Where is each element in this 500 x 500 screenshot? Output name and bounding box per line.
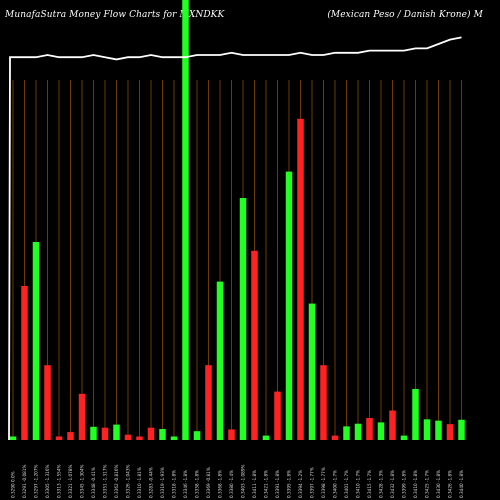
x-tick-label: 0.3415 -1.7%	[367, 470, 372, 498]
bar-33	[389, 410, 396, 440]
x-tick-label: 0.3410 -1.7%	[356, 470, 361, 498]
x-tick-label: 0.3345 -1.304%	[80, 465, 85, 498]
bar-0	[9, 436, 17, 440]
bar-12	[147, 427, 155, 440]
x-tick-label: 0.3410 -1.8%	[413, 470, 418, 498]
bar-22	[262, 435, 270, 440]
x-tick-label: 0.3319 -1.93%	[160, 467, 165, 498]
x-tick-label: 0.3391 -1.8%	[275, 470, 280, 498]
bar-6	[78, 393, 86, 440]
bar-1	[21, 286, 28, 440]
x-axis-labels: 0.3290 0.0% 0.3291 -0.081% 0.3297 -1.207% 0…	[11, 465, 465, 498]
x-tick-label: 0.3425 -1.7%	[425, 470, 430, 498]
bar-25	[297, 118, 304, 441]
bar-8	[101, 427, 109, 440]
x-tick-label: 0.3430 -1.8%	[436, 470, 441, 498]
x-tick-label: 0.3395 -1.8%	[287, 470, 292, 498]
bar-2	[32, 242, 40, 440]
bar-28	[331, 435, 339, 440]
bar-26	[308, 303, 316, 440]
bar-10	[124, 434, 132, 440]
x-tick-label: 0.3432 -1.8%	[390, 470, 395, 498]
bar-16	[193, 431, 201, 440]
x-tick-label: 0.3401 -1.7%	[344, 470, 349, 498]
x-tick-label: 0.3397 -1.77%	[310, 467, 315, 498]
bar-27	[320, 365, 327, 440]
bar-4	[55, 436, 63, 440]
x-tick-label: 0.3326 -1.043%	[126, 465, 131, 498]
x-tick-label: 0.3369 -0.81%	[206, 467, 211, 498]
x-tick-label: 0.3283 -0.44%	[149, 467, 154, 498]
bar-37	[435, 420, 442, 440]
x-tick-label: 0.3421 -1.8%	[264, 470, 269, 498]
bar-21	[251, 250, 258, 440]
bar-13	[159, 429, 166, 440]
bar-39	[458, 419, 465, 440]
x-tick-label: 0.3321 -1.078%	[68, 465, 73, 498]
x-tick-label: 0.3297 -1.207%	[34, 465, 39, 498]
x-tick-label: 0.3305 -1.316%	[45, 465, 50, 498]
bar-38	[446, 424, 454, 440]
x-tick-label: 0.3368 -1.8%	[218, 470, 223, 498]
bars	[9, 0, 465, 441]
bar-18	[216, 281, 224, 440]
x-tick-label: 0.3411 -1.8%	[252, 470, 257, 498]
bar-31	[366, 418, 373, 440]
trend-line	[8, 36, 462, 441]
bar-5	[67, 432, 74, 440]
x-tick-label: 0.3313 -1.554%	[57, 465, 62, 498]
bar-29	[343, 426, 350, 440]
x-tick-label: 0.3290 0.0%	[11, 471, 16, 498]
x-tick-label: 0.3380 -1.4%	[229, 470, 234, 498]
x-tick-label: 0.3310 -1.81%	[137, 467, 142, 498]
bar-15	[182, 0, 189, 440]
x-tick-label: 0.3348 -0.41%	[91, 467, 96, 498]
bar-34	[400, 435, 408, 440]
chart-title: MunafaSutra Money Flow Charts for MXNDKK…	[5, 10, 483, 20]
bar-19	[228, 429, 235, 440]
chart-title-left: MunafaSutra Money Flow Charts for MXNDKK	[5, 10, 225, 20]
gridlines	[12, 80, 462, 440]
bar-14	[170, 436, 178, 440]
chart-title-right: (Mexican Peso / Danish Krone) M	[327, 10, 483, 20]
x-tick-label: 0.3428 -1.3%	[379, 470, 384, 498]
bar-36	[423, 419, 431, 440]
trend-line-group	[8, 36, 462, 441]
x-tick-label: 0.3318 -1.8%	[172, 470, 177, 498]
x-tick-label: 0.3291 -0.081%	[22, 465, 27, 498]
x-tick-label: 0.3362 -0.816%	[114, 465, 119, 498]
bar-24	[285, 171, 293, 440]
bar-7	[90, 426, 97, 440]
bar-23	[274, 391, 281, 440]
x-tick-label: 0.3440 -1.8%	[459, 470, 464, 498]
x-tick-label: 0.3358 -1.8%	[195, 470, 200, 498]
bar-9	[113, 424, 120, 440]
bar-3	[44, 365, 51, 440]
bar-20	[239, 198, 247, 440]
x-tick-label: 0.3399 -1.8%	[402, 470, 407, 498]
x-tick-label: 0.3351 -1.317%	[103, 465, 108, 498]
x-tick-label: 0.3346 -1.8%	[183, 470, 188, 498]
bar-11	[136, 436, 143, 440]
bar-17	[205, 365, 212, 440]
bar-32	[377, 422, 385, 440]
bar-30	[354, 423, 362, 440]
bar-35	[412, 388, 419, 440]
x-tick-label: 0.3398 -1.77%	[321, 467, 326, 498]
x-tick-label: 0.3400 -1.7%	[333, 470, 338, 498]
x-tick-label: 0.3426 -1.8%	[448, 470, 453, 498]
x-tick-label: 0.3394 -1.2%	[298, 470, 303, 498]
x-tick-label: 0.3403 -1.089%	[241, 465, 246, 498]
